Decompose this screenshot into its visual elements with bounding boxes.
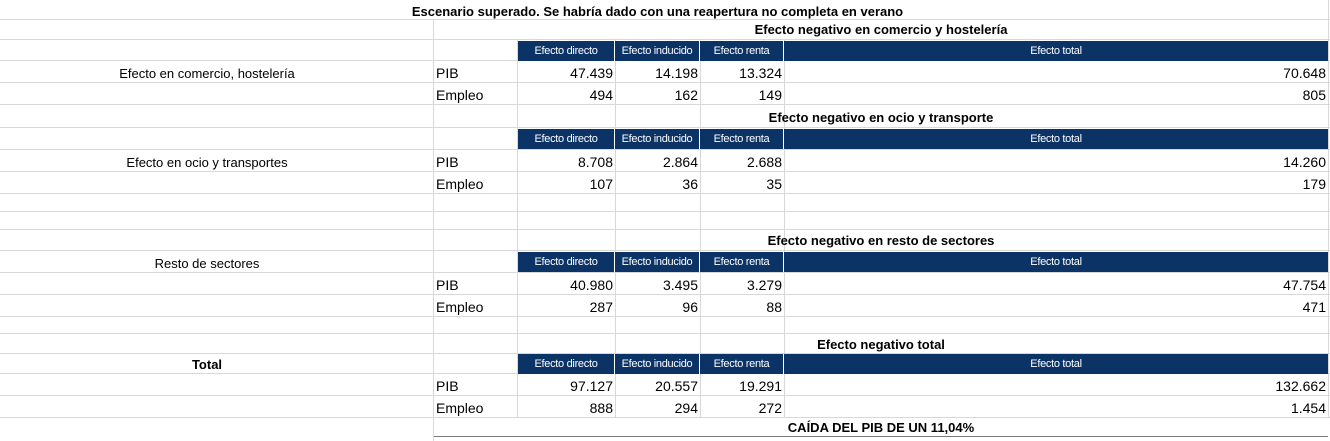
section-subtitle: Efecto negativo en resto de sectores — [767, 233, 995, 248]
cell-value: 47.439 — [570, 65, 613, 81]
row-label-pib: PIB — [436, 277, 459, 293]
grid-row — [0, 105, 1330, 128]
cell-value: 149 — [758, 87, 782, 103]
row-label-empleo: Empleo — [436, 87, 484, 103]
cell-value: 36 — [682, 176, 698, 192]
cell-value: 47.754 — [1283, 277, 1326, 293]
cell-value: 805 — [1302, 87, 1326, 103]
header-efecto-total: Efecto total — [784, 129, 1328, 149]
grid-row — [0, 230, 1330, 251]
cell-value: 132.662 — [1275, 378, 1326, 394]
row-label-empleo: Empleo — [436, 400, 484, 416]
grid-col-line — [615, 40, 616, 418]
cell-value: 494 — [589, 87, 613, 103]
cell-value: 19.291 — [739, 378, 782, 394]
grid-row — [0, 273, 1330, 295]
cell-value: 107 — [589, 176, 613, 192]
grid-row — [0, 83, 1330, 105]
grid-row — [0, 150, 1330, 172]
cell-value: 888 — [589, 400, 613, 416]
header-efecto-directo: Efecto directo — [518, 129, 615, 149]
section-subtitle: Efecto negativo total — [817, 337, 945, 352]
header-efecto-total: Efecto total — [784, 252, 1328, 272]
cell-value: 13.324 — [739, 65, 782, 81]
cell-value: 97.127 — [570, 378, 613, 394]
cell-value: 96 — [682, 299, 698, 315]
header-efecto-renta: Efecto renta — [700, 252, 784, 272]
footer-note: CAÍDA DEL PIB DE UN 11,04% — [787, 420, 975, 435]
cell-value: 471 — [1302, 299, 1326, 315]
grid-col-line — [784, 40, 785, 418]
cell-value: 2.864 — [662, 154, 698, 170]
grid-row — [0, 20, 1330, 40]
grid-row — [0, 334, 1330, 354]
grid-row — [0, 61, 1330, 83]
header-efecto-renta: Efecto renta — [700, 41, 784, 61]
cell-value: 40.980 — [570, 277, 613, 293]
header-efecto-renta: Efecto renta — [700, 354, 784, 374]
row-label-pib: PIB — [436, 65, 459, 81]
grid-row — [0, 374, 1330, 396]
section-label: Efecto en comercio, hostelería — [119, 66, 295, 81]
header-efecto-renta: Efecto renta — [700, 129, 784, 149]
grid-row — [0, 128, 1330, 150]
cell-value: 14.198 — [655, 65, 698, 81]
header-efecto-inducido: Efecto inducido — [615, 354, 700, 374]
cell-value: 3.279 — [746, 277, 782, 293]
cell-value: 1.454 — [1290, 400, 1326, 416]
cell-value: 14.260 — [1283, 154, 1326, 170]
cell-value: 8.708 — [577, 154, 613, 170]
sheet-title: Escenario superado. Se habría dado con u… — [411, 4, 904, 19]
cell-value: 20.557 — [655, 378, 698, 394]
header-efecto-directo: Efecto directo — [518, 354, 615, 374]
row-label-empleo: Empleo — [436, 176, 484, 192]
cell-value: 2.688 — [746, 154, 782, 170]
grid-row — [0, 251, 1330, 273]
grid-row — [0, 0, 1330, 20]
grid-row — [0, 317, 1330, 334]
header-efecto-total: Efecto total — [784, 41, 1328, 61]
section-label: Total — [191, 357, 223, 372]
cell-value: 3.495 — [662, 277, 698, 293]
grid-col-line — [517, 40, 518, 418]
header-efecto-inducido: Efecto inducido — [615, 41, 700, 61]
row-label-empleo: Empleo — [436, 299, 484, 315]
footer-border — [434, 436, 1328, 437]
grid-row — [0, 396, 1330, 418]
cell-value: 287 — [589, 299, 613, 315]
cell-value: 70.648 — [1283, 65, 1326, 81]
cell-value: 35 — [766, 176, 782, 192]
cell-value: 162 — [674, 87, 698, 103]
header-efecto-directo: Efecto directo — [518, 252, 615, 272]
cell-value: 88 — [766, 299, 782, 315]
header-efecto-inducido: Efecto inducido — [615, 129, 700, 149]
grid-row — [0, 295, 1330, 317]
cell-value: 294 — [674, 400, 698, 416]
grid-col-line — [1328, 0, 1329, 418]
header-efecto-directo: Efecto directo — [518, 41, 615, 61]
cell-value: 179 — [1302, 176, 1326, 192]
section-label: Resto de sectores — [154, 256, 260, 271]
section-subtitle: Efecto negativo en ocio y transporte — [768, 110, 994, 125]
cell-value: 272 — [758, 400, 782, 416]
row-label-pib: PIB — [436, 378, 459, 394]
header-efecto-inducido: Efecto inducido — [615, 252, 700, 272]
section-label: Efecto en ocio y transportes — [126, 155, 288, 170]
header-efecto-total: Efecto total — [784, 354, 1328, 374]
grid-col-line — [433, 20, 434, 441]
grid-row — [0, 194, 1330, 212]
grid-col-line — [700, 40, 701, 418]
section-subtitle: Efecto negativo en comercio y hostelería — [754, 22, 1008, 37]
grid-row — [0, 212, 1330, 230]
row-label-pib: PIB — [436, 154, 459, 170]
grid-row — [0, 172, 1330, 194]
